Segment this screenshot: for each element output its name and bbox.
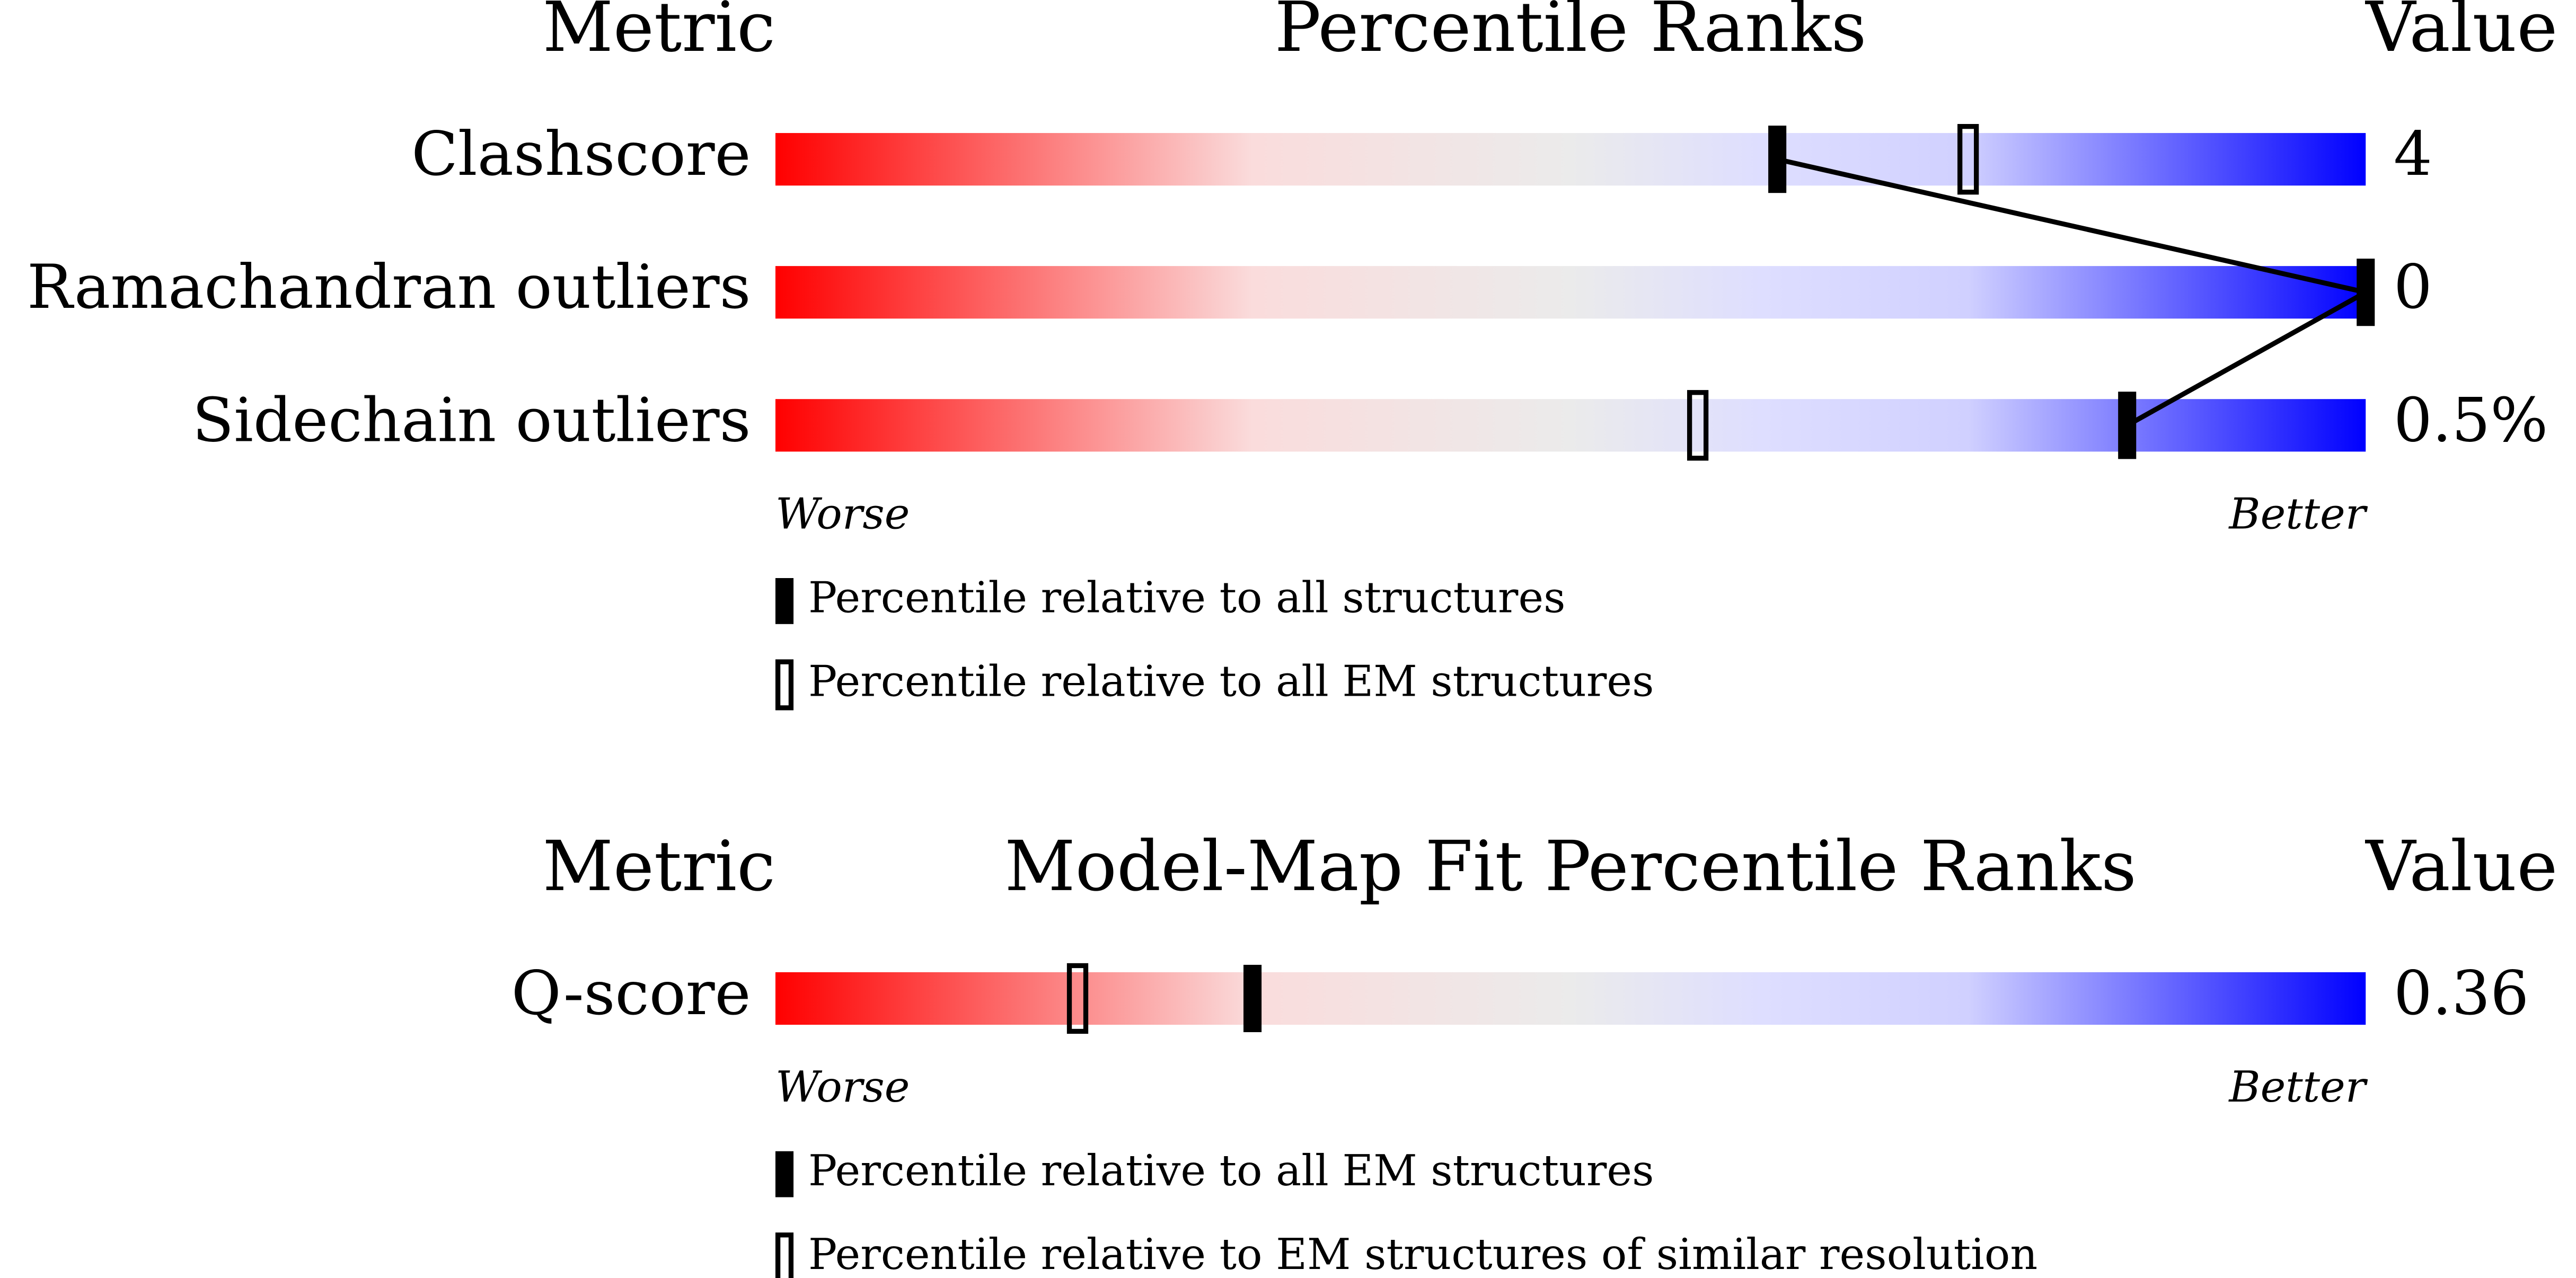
- header-title: Model-Map Fit Percentile Ranks: [1004, 826, 2137, 907]
- metric-value: 0.5%: [2394, 385, 2548, 456]
- better-label: Better: [2228, 489, 2368, 539]
- percentile-bar: [775, 266, 2366, 319]
- header-metric: Metric: [543, 0, 775, 67]
- percentile-bar: [775, 133, 2366, 186]
- better-label: Better: [2228, 1062, 2368, 1112]
- metric-label: Q-score: [511, 958, 751, 1029]
- marker-hollow: [1687, 390, 1709, 461]
- metric-label: Ramachandran outliers: [27, 252, 751, 323]
- percentile-bar: [775, 399, 2366, 452]
- worse-label: Worse: [775, 1062, 910, 1112]
- legend-label: Percentile relative to all structures: [808, 573, 1566, 623]
- marker-filled: [2118, 392, 2137, 459]
- markers: [1687, 124, 2375, 461]
- legend-swatch: [775, 578, 794, 624]
- markers: [1066, 963, 1262, 1034]
- marker-filled: [2357, 259, 2375, 326]
- legend-label: Percentile relative to EM structures of …: [808, 1230, 2037, 1278]
- legend-label: Percentile relative to all EM structures: [808, 1146, 1654, 1196]
- legend-swatch: [775, 1232, 794, 1278]
- legend-swatch: [775, 659, 794, 711]
- marker-hollow: [1957, 124, 1979, 195]
- metric-value: 0.36: [2394, 958, 2529, 1029]
- metric-label: Sidechain outliers: [192, 385, 751, 456]
- metric-value: 4: [2394, 119, 2432, 190]
- marker-hollow: [1066, 963, 1089, 1034]
- marker-filled: [1243, 964, 1262, 1033]
- legend-swatch: [775, 1151, 794, 1197]
- percentile-bar: [775, 972, 2366, 1025]
- header-metric: Metric: [543, 826, 775, 907]
- header-title: Percentile Ranks: [1275, 0, 1867, 67]
- metric-label: Clashscore: [411, 119, 751, 190]
- legend-label: Percentile relative to all EM structures: [808, 656, 1654, 706]
- header-value: Value: [2365, 826, 2557, 907]
- marker-filled: [1768, 126, 1787, 193]
- metric-value: 0: [2394, 252, 2432, 323]
- worse-label: Worse: [775, 489, 910, 539]
- header-value: Value: [2365, 0, 2557, 67]
